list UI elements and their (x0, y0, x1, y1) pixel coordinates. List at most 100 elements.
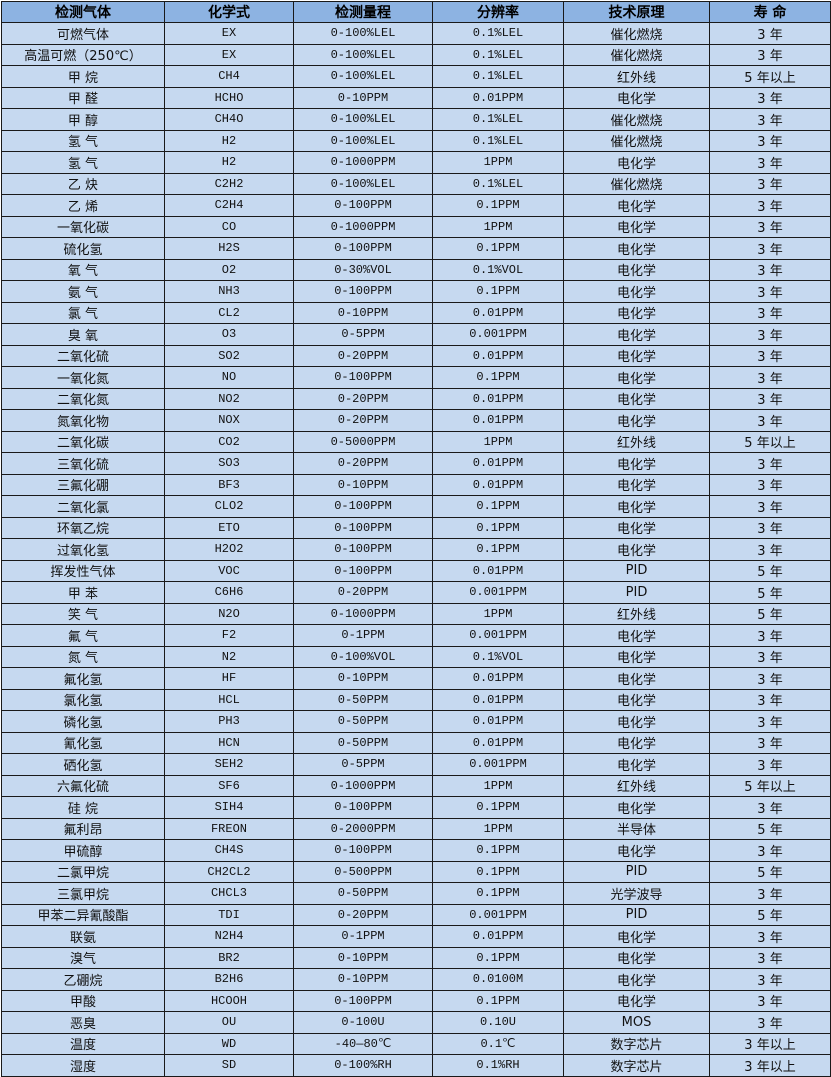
cell-formula: C2H4 (164, 194, 294, 217)
cell-principle: 催化燃烧 (563, 43, 710, 66)
cell-formula: CO (164, 215, 294, 238)
cell-resolution: 0.1PPM (432, 280, 564, 303)
cell-range: 0-20PPM (293, 452, 433, 475)
cell-gas: 三氧化硫 (1, 452, 165, 475)
cell-principle: MOS (563, 1011, 710, 1034)
cell-lifetime: 3 年 (709, 194, 831, 217)
cell-gas: 三氯甲烷 (1, 882, 165, 905)
header-formula: 化学式 (164, 1, 294, 23)
cell-principle: 电化学 (563, 387, 710, 410)
table-row: 乙 炔 C2H2 0-100%LEL 0.1%LEL 催化燃烧 3 年 (1, 172, 831, 195)
table-row: 一氧化碳 CO 0-1000PPM 1PPM 电化学 3 年 (1, 215, 831, 238)
cell-range: 0-5PPM (293, 323, 433, 346)
cell-formula: F2 (164, 624, 294, 647)
cell-resolution: 0.001PPM (432, 323, 564, 346)
cell-principle: 电化学 (563, 280, 710, 303)
cell-lifetime: 3 年 (709, 280, 831, 303)
cell-principle: 红外线 (563, 65, 710, 88)
cell-lifetime: 5 年 (709, 903, 831, 926)
cell-principle: 半导体 (563, 817, 710, 840)
cell-lifetime: 3 年以上 (709, 1054, 831, 1077)
cell-formula: HCL (164, 688, 294, 711)
cell-lifetime: 3 年 (709, 796, 831, 819)
cell-formula: NH3 (164, 280, 294, 303)
cell-gas: 氢 气 (1, 151, 165, 174)
cell-principle: 电化学 (563, 710, 710, 733)
cell-principle: PID (563, 581, 710, 604)
cell-lifetime: 3 年 (709, 172, 831, 195)
cell-gas: 硅 烷 (1, 796, 165, 819)
cell-principle: 电化学 (563, 473, 710, 496)
cell-principle: 电化学 (563, 301, 710, 324)
cell-resolution: 1PPM (432, 215, 564, 238)
table-row: 挥发性气体 VOC 0-100PPM 0.01PPM PID 5 年 (1, 559, 831, 582)
table-row: 臭 氧 O3 0-5PPM 0.001PPM 电化学 3 年 (1, 323, 831, 346)
cell-principle: 红外线 (563, 430, 710, 453)
cell-lifetime: 3 年 (709, 366, 831, 389)
cell-range: 0-100%VOL (293, 645, 433, 668)
cell-range: 0-100%LEL (293, 108, 433, 131)
cell-range: -40—80℃ (293, 1032, 433, 1055)
cell-gas: 二氯甲烷 (1, 860, 165, 883)
cell-lifetime: 3 年 (709, 925, 831, 948)
cell-lifetime: 3 年 (709, 516, 831, 539)
cell-gas: 氧 气 (1, 258, 165, 281)
cell-principle: 电化学 (563, 645, 710, 668)
cell-resolution: 0.1%RH (432, 1054, 564, 1077)
cell-gas: 一氧化碳 (1, 215, 165, 238)
table-row: 甲 醛 HCHO 0-10PPM 0.01PPM 电化学 3 年 (1, 86, 831, 109)
cell-formula: CH4S (164, 839, 294, 862)
cell-gas: 甲 苯 (1, 581, 165, 604)
cell-formula: CH2CL2 (164, 860, 294, 883)
cell-range: 0-100PPM (293, 796, 433, 819)
cell-principle: 电化学 (563, 624, 710, 647)
cell-principle: 电化学 (563, 151, 710, 174)
cell-lifetime: 3 年 (709, 86, 831, 109)
cell-gas: 二氧化氮 (1, 387, 165, 410)
cell-resolution: 0.1%LEL (432, 129, 564, 152)
cell-range: 0-10PPM (293, 86, 433, 109)
cell-resolution: 1PPM (432, 602, 564, 625)
cell-principle: 电化学 (563, 753, 710, 776)
cell-lifetime: 3 年 (709, 22, 831, 45)
cell-principle: 电化学 (563, 86, 710, 109)
cell-resolution: 0.1PPM (432, 366, 564, 389)
cell-formula: SIH4 (164, 796, 294, 819)
cell-principle: 催化燃烧 (563, 172, 710, 195)
cell-gas: 笑 气 (1, 602, 165, 625)
cell-principle: 催化燃烧 (563, 129, 710, 152)
header-lifetime: 寿 命 (709, 1, 831, 23)
cell-formula: H2 (164, 151, 294, 174)
table-header-row: 检测气体 化学式 检测量程 分辨率 技术原理 寿 命 (1, 1, 831, 23)
cell-range: 0-2000PPM (293, 817, 433, 840)
cell-lifetime: 3 年以上 (709, 1032, 831, 1055)
cell-resolution: 1PPM (432, 817, 564, 840)
cell-lifetime: 3 年 (709, 258, 831, 281)
table-row: 溴气 BR2 0-10PPM 0.1PPM 电化学 3 年 (1, 946, 831, 969)
cell-formula: CH4 (164, 65, 294, 88)
cell-lifetime: 3 年 (709, 645, 831, 668)
cell-lifetime: 3 年 (709, 839, 831, 862)
cell-gas: 甲 醛 (1, 86, 165, 109)
cell-principle: PID (563, 860, 710, 883)
cell-gas: 环氧乙烷 (1, 516, 165, 539)
cell-gas: 甲 烷 (1, 65, 165, 88)
cell-formula: H2O2 (164, 538, 294, 561)
table-row: 氟利昂 FREON 0-2000PPM 1PPM 半导体 5 年 (1, 817, 831, 840)
cell-resolution: 0.01PPM (432, 409, 564, 432)
cell-principle: 电化学 (563, 925, 710, 948)
cell-lifetime: 3 年 (709, 301, 831, 324)
cell-principle: 电化学 (563, 237, 710, 260)
cell-principle: 电化学 (563, 495, 710, 518)
cell-range: 0-10PPM (293, 473, 433, 496)
cell-resolution: 0.001PPM (432, 903, 564, 926)
cell-formula: OU (164, 1011, 294, 1034)
header-principle: 技术原理 (563, 1, 710, 23)
cell-resolution: 0.01PPM (432, 688, 564, 711)
cell-gas: 氮 气 (1, 645, 165, 668)
cell-formula: TDI (164, 903, 294, 926)
cell-principle: 电化学 (563, 667, 710, 690)
cell-range: 0-1000PPM (293, 774, 433, 797)
cell-principle: 电化学 (563, 688, 710, 711)
cell-range: 0-100PPM (293, 237, 433, 260)
